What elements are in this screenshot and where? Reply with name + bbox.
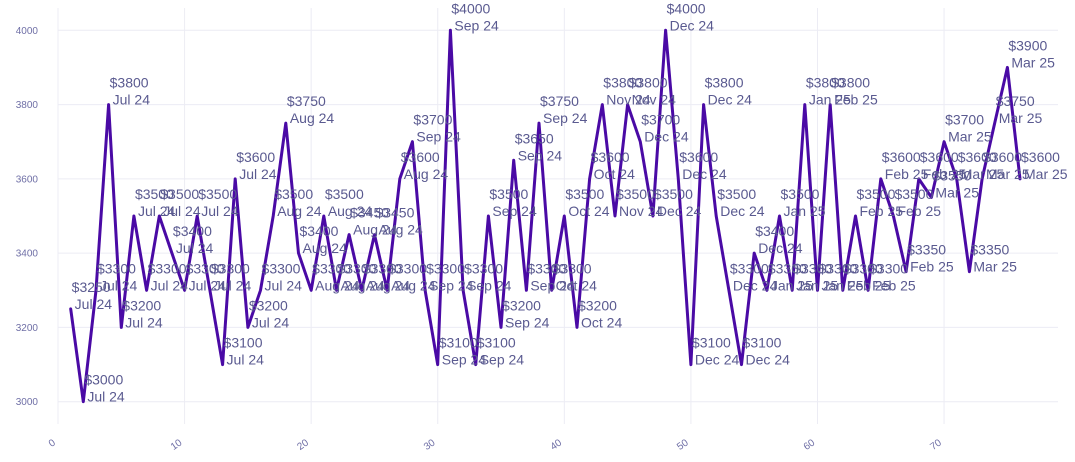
data-label: $3300 Sep 24: [527, 260, 575, 293]
data-label: $3300 Aug 24: [337, 260, 385, 293]
y-tick-label: 3400: [16, 249, 39, 260]
data-label: $3600 Oct 24: [591, 149, 635, 182]
data-label: $3100 Sep 24: [477, 335, 525, 368]
data-label: $3650 Sep 24: [515, 130, 563, 163]
data-label: $3750 Sep 24: [540, 93, 588, 126]
data-label: $3700 Mar 25: [945, 112, 992, 145]
data-label: $3300 Sep 24: [426, 260, 474, 293]
data-label: $3200 Sep 24: [502, 297, 550, 330]
data-label: $3600 Mar 25: [1021, 149, 1068, 182]
grid: [57, 8, 1058, 424]
data-label: $3300 Jan 25: [768, 260, 813, 293]
x-tick-label: 70: [928, 437, 944, 453]
data-label: $3500 Dec 24: [654, 186, 702, 219]
data-label: $4000 Sep 24: [451, 0, 499, 33]
data-label: $3900 Mar 25: [1008, 37, 1055, 70]
data-label: $3300 Aug 24: [363, 260, 411, 293]
x-tick-label: 10: [169, 437, 185, 453]
data-label: $3300 Oct 24: [553, 260, 597, 293]
data-label: $3500 Jul 24: [135, 186, 176, 219]
data-label: $3500 Dec 24: [717, 186, 765, 219]
data-label: $3200 Jul 24: [249, 297, 290, 330]
data-label: $3500 Feb 25: [856, 186, 903, 219]
data-label: $3400 Aug 24: [300, 223, 348, 256]
data-label: $3350 Feb 25: [907, 242, 954, 275]
data-label: $3600 Dec 24: [679, 149, 727, 182]
data-label: $3500 Oct 24: [565, 186, 609, 219]
data-label: $3300 Aug 24: [388, 260, 436, 293]
data-label: $3500 Aug 24: [325, 186, 373, 219]
data-label: $3550 Mar 25: [932, 167, 979, 200]
x-tick-label: 60: [802, 437, 818, 453]
data-label: $3600 Mar 25: [958, 149, 1005, 182]
data-label: $3300 Jul 24: [186, 260, 227, 293]
data-label: $3600 Feb 25: [882, 149, 929, 182]
y-tick-label: 4000: [16, 26, 39, 37]
data-label: $3300 Jan 25: [818, 260, 863, 293]
data-label: $3300 Aug 24: [312, 260, 360, 293]
x-tick-label: 30: [422, 437, 438, 453]
data-label: $3300 Jan 25: [793, 260, 838, 293]
data-label: $3500 Jul 24: [160, 186, 201, 219]
data-label: $3300 Sep 24: [464, 260, 512, 293]
y-tick-label: 3800: [16, 100, 39, 111]
data-label: $3700 Dec 24: [641, 112, 689, 145]
data-label: $3300 Jul 24: [211, 260, 252, 293]
data-label: $3100 Sep 24: [439, 335, 487, 368]
x-tick-label: 50: [675, 437, 691, 453]
data-label: $3100 Dec 24: [743, 335, 791, 368]
x-tick-label: 40: [549, 437, 565, 453]
data-label: $3300 Dec 24: [730, 260, 778, 293]
data-labels: $3250 Jul 24 $3000 Jul 24 $3300 Jul 24 $3800 Ju…: [72, 0, 1068, 404]
y-tick-label: 3600: [16, 174, 39, 185]
data-label: $3600 Aug 24: [401, 149, 449, 182]
data-label: $3500 Jul 24: [198, 186, 239, 219]
y-tick-label: 3200: [16, 323, 39, 334]
data-label: $3450 Aug 24: [350, 205, 398, 238]
data-label: $3800 Feb 25: [831, 75, 878, 108]
data-label: $3600 Jul 24: [236, 149, 277, 182]
data-label: $3500 Nov 24: [616, 186, 664, 219]
data-label: $3500 Feb 25: [894, 186, 941, 219]
data-label: $3000 Jul 24: [84, 372, 125, 405]
data-label: $3100 Jul 24: [224, 335, 265, 368]
data-label: $3300 Jul 24: [262, 260, 303, 293]
data-label: $3750 Mar 25: [996, 93, 1043, 126]
data-label: $3600 Mar 25: [983, 149, 1030, 182]
y-tick-label: 3000: [16, 397, 39, 408]
data-label: $3200 Oct 24: [578, 297, 622, 330]
data-label: $4000 Dec 24: [667, 0, 715, 33]
x-tick-label: 20: [295, 437, 311, 453]
data-label: $3200 Jul 24: [122, 297, 163, 330]
axes: 3000 3200 3400 3600 3800 4000 0 10 20 30 40 50 60 70: [16, 26, 944, 453]
data-label: $3750 Aug 24: [287, 93, 335, 126]
data-label: $3500 Sep 24: [489, 186, 537, 219]
data-label: $3300 Feb 25: [844, 260, 891, 293]
data-label: $3500 Aug 24: [274, 186, 322, 219]
data-label: $3500 Jan 25: [781, 186, 826, 219]
data-label: $3800 Jul 24: [110, 75, 151, 108]
data-label: $3600 Feb 25: [920, 149, 967, 182]
data-label: $3300 Jul 24: [97, 260, 138, 293]
data-label: $3100 Dec 24: [692, 335, 740, 368]
data-label: $3400 Dec 24: [755, 223, 803, 256]
data-label: $3450 Aug 24: [375, 205, 423, 238]
data-label: $3800 Dec 24: [705, 75, 753, 108]
data-label: $3300 Jul 24: [148, 260, 189, 293]
series-line-layer: [69, 28, 1022, 404]
series-line-price: [69, 28, 1022, 404]
x-tick-label: 0: [47, 437, 58, 449]
data-label: $3250 Jul 24: [72, 279, 113, 312]
data-label: $3800 Nov 24: [629, 75, 677, 108]
data-label: $3800 Nov 24: [603, 75, 651, 108]
data-label: $3800 Jan 25: [806, 75, 851, 108]
data-label: $3350 Mar 25: [970, 242, 1017, 275]
data-label: $3700 Sep 24: [413, 112, 461, 145]
data-label: $3400 Jul 24: [173, 223, 214, 256]
data-label: $3300 Feb 25: [869, 260, 916, 293]
